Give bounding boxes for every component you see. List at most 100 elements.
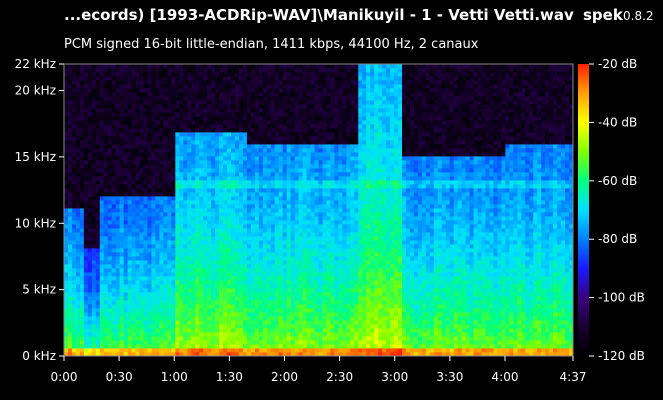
spectrogram-cell [179,316,184,321]
spectrogram-cell [119,332,125,337]
spectrogram-cell [67,292,73,297]
spectrogram-cell [187,152,192,157]
spectrogram-cell [290,84,296,89]
spectrogram-cell [159,120,164,125]
spectrogram-cell [79,332,85,337]
spectrogram-cell [298,160,303,165]
spectrogram-cell [175,196,180,201]
spectrogram-cell [187,188,192,193]
spectrogram-cell [234,160,240,165]
spectrogram-cell [211,344,216,349]
spectrogram-cell [163,124,168,129]
spectrogram-cell [203,296,208,301]
spectrogram-cell [175,188,180,193]
spectrogram-cell [91,232,97,237]
spectrogram-cell [231,248,236,253]
spectrogram-cell [246,92,252,97]
spectrogram-cell [282,268,288,273]
spectrogram-cell [258,272,264,277]
spectrogram-cell [326,132,331,137]
spectrogram-cell [266,140,272,145]
spectrogram-cell [231,232,236,237]
spectrogram-cell [250,72,256,77]
spectrogram-cell [115,156,121,161]
spectrogram-cell [326,324,331,329]
spectrogram-cell [67,296,73,301]
spectrogram-cell [103,84,109,89]
spectrogram-cell [238,236,244,241]
spectrogram-cell [290,144,296,149]
spectrogram-cell [203,316,208,321]
spectrogram-cell [227,264,232,269]
spectrogram-cell [123,332,129,337]
spectrogram-cell [302,80,307,85]
spectrogram-cell [290,188,296,193]
spectrogram-cell [223,124,228,129]
spectrogram-cell [163,176,168,181]
spectrogram-cell [234,120,240,125]
spectrogram-cell [278,336,284,341]
spectrogram-cell [103,308,109,313]
spectrogram-cell [91,152,97,157]
spectrogram-cell [250,316,256,321]
spectrogram-cell [326,352,331,357]
spectrogram-cell [246,228,252,233]
spectrogram-cell [318,96,323,101]
spectrogram-cell [302,172,307,177]
spectrogram-cell [95,88,101,93]
spectrogram-cell [79,156,85,161]
spectrogram-cell [310,264,315,269]
spectrogram-cell [155,76,160,81]
spectrogram-cell [179,240,184,245]
spectrogram-cell [318,84,323,89]
spectrogram-cell [290,100,296,105]
spectrogram-cell [115,200,121,205]
spectrogram-cell [238,336,244,341]
spectrogram-cell [79,204,85,209]
spectrogram-cell [254,164,260,169]
spectrogram-cell [83,220,89,225]
spectrogram-cell [242,68,248,73]
spectrogram-cell [242,312,248,317]
spectrogram-cell [262,116,268,121]
spectrogram-cell [238,128,244,133]
spectrogram-cell [246,152,252,157]
spectrogram-cell [286,108,292,113]
spectrogram-cell [79,224,85,229]
spectrogram-cell [75,196,81,201]
spectrogram-cell [179,108,184,113]
spectrogram-cell [83,224,89,229]
spectrogram-cell [79,252,85,257]
spectrogram-cell [258,144,264,149]
spectrogram-cell [127,276,133,281]
spectrogram-cell [314,88,319,93]
spectrogram-cell [326,276,331,281]
spectrogram-cell [242,272,248,277]
spectrogram-cell [234,336,240,341]
spectrogram-cell [115,136,121,141]
spectrogram-cell [179,324,184,329]
spectrogram-cell [171,100,176,105]
spectrogram-cell [258,188,264,193]
spectrogram-cell [227,212,232,217]
spectrogram-cell [131,256,136,261]
spectrogram-cell [75,124,81,129]
spectrogram-cell [223,280,228,285]
spectrogram-cell [67,232,73,237]
spectrogram-cell [135,256,140,261]
spectrogram-cell [75,116,81,121]
spectrogram-cell [270,144,276,149]
spectrogram-cell [83,152,89,157]
spectrogram-cell [290,344,296,349]
spectrogram-cell [83,172,89,177]
spectrogram-cell [183,164,188,169]
spectrogram-cell [207,124,212,129]
spectrogram-cell [159,320,164,325]
spectrogram-cell [171,96,176,101]
spectrogram-cell [254,268,260,273]
spectrogram-cell [199,148,204,153]
spectrogram-cell [111,144,117,149]
spectrogram-cell [223,144,228,149]
spectrogram-cell [83,332,89,337]
spectrogram-cell [195,144,200,149]
